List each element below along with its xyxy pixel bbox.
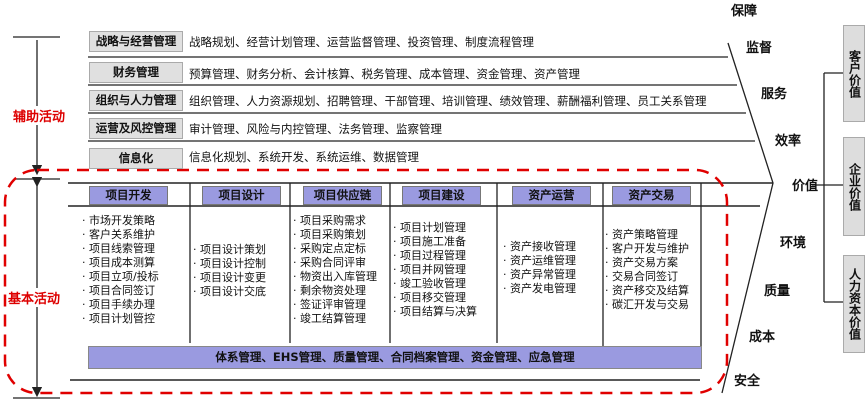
list-item: 项目施工准备 bbox=[393, 235, 477, 249]
support-label-strategy: 战略与经营管理 bbox=[89, 31, 183, 52]
support-label-risk: 运营及风控管理 bbox=[89, 118, 183, 139]
header-project-design: 项目设计 bbox=[202, 186, 281, 205]
header-project-construction: 项目建设 bbox=[402, 186, 481, 205]
value-box-human-capital: 人力资本价值 bbox=[843, 255, 865, 353]
arrow-label-efficiency: 效率 bbox=[775, 134, 802, 149]
arrow-label-environment: 环境 bbox=[780, 236, 807, 251]
list-item: 项目过程管理 bbox=[393, 249, 477, 263]
value-box-customer: 客户价值 bbox=[843, 25, 865, 122]
list-project-construction: 项目计划管理项目施工准备项目过程管理项目并网管理竣工验收管理项目移交管理项目结算… bbox=[393, 221, 477, 319]
support-text-risk: 审计管理、风险与内控管理、法务管理、监察管理 bbox=[189, 122, 442, 136]
header-project-development: 项目开发 bbox=[89, 186, 168, 205]
list-item: 项目采购策划 bbox=[293, 228, 377, 242]
support-text-strategy: 战略规划、经营计划管理、运营监督管理、投资管理、制度流程管理 bbox=[189, 35, 534, 49]
list-item: 市场开发策略 bbox=[82, 214, 159, 228]
support-label-finance: 财务管理 bbox=[89, 62, 183, 83]
arrow-label-service: 服务 bbox=[761, 87, 788, 102]
list-item: 采购定点定标 bbox=[293, 242, 377, 256]
bottom-shared-bar: 体系管理、EHS管理、质量管理、合同档案管理、资金管理、应急管理 bbox=[88, 346, 702, 369]
primary-activities-label: 基本活动 bbox=[8, 288, 61, 307]
list-item: 项目计划管控 bbox=[82, 312, 159, 326]
list-item: 剩余物资处理 bbox=[293, 284, 377, 298]
list-item: 项目成本测算 bbox=[82, 256, 159, 270]
list-item: 项目移交管理 bbox=[393, 291, 477, 305]
support-label-hr: 组织与人力管理 bbox=[89, 90, 183, 111]
list-item: 项目采购需求 bbox=[293, 214, 377, 228]
primary-activities-dashed-border bbox=[3, 168, 729, 395]
list-item: 项目设计控制 bbox=[193, 257, 266, 271]
header-project-supply-chain: 项目供应链 bbox=[303, 186, 382, 205]
list-item: 客户开发与维护 bbox=[605, 242, 689, 256]
arrow-label-supervision: 监督 bbox=[746, 41, 773, 56]
arrow-label-value: 价值 bbox=[792, 179, 819, 194]
arrow-label-cost: 成本 bbox=[749, 330, 776, 345]
list-asset-operation: 资产接收管理资产运维管理资产异常管理资产发电管理 bbox=[503, 240, 576, 296]
arrow-label-quality: 质量 bbox=[764, 284, 791, 299]
list-item: 客户关系维护 bbox=[82, 228, 159, 242]
list-project-design: 项目设计策划项目设计控制项目设计变更项目设计交底 bbox=[193, 243, 266, 299]
arrow-label-guarantee: 保障 bbox=[731, 4, 758, 19]
support-text-hr: 组织管理、人力资源规划、招聘管理、干部管理、培训管理、绩效管理、薪酬福利管理、员… bbox=[189, 94, 707, 108]
list-item: 项目设计变更 bbox=[193, 271, 266, 285]
list-item: 交易合同签订 bbox=[605, 270, 689, 284]
list-item: 资产策略管理 bbox=[605, 228, 689, 242]
list-item: 采购合同评审 bbox=[293, 256, 377, 270]
list-item: 碳汇开发与交易 bbox=[605, 298, 689, 312]
list-item: 竣工验收管理 bbox=[393, 277, 477, 291]
arrow-label-safety: 安全 bbox=[734, 374, 761, 389]
list-item: 物资出入库管理 bbox=[293, 270, 377, 284]
list-project-development: 市场开发策略客户关系维护项目线索管理项目成本测算项目立项/投标项目合同签订项目手… bbox=[82, 214, 159, 326]
list-item: 资产交易方案 bbox=[605, 256, 689, 270]
list-item: 项目计划管理 bbox=[393, 221, 477, 235]
list-item: 竣工结算管理 bbox=[293, 312, 377, 326]
support-text-it: 信息化规划、系统开发、系统运维、数据管理 bbox=[189, 150, 419, 164]
list-item: 项目设计交底 bbox=[193, 285, 266, 299]
list-item: 项目并网管理 bbox=[393, 263, 477, 277]
list-item: 项目设计策划 bbox=[193, 243, 266, 257]
support-activities-label: 辅助活动 bbox=[13, 106, 66, 125]
list-asset-trading: 资产策略管理客户开发与维护资产交易方案交易合同签订资产移交及结算碳汇开发与交易 bbox=[605, 228, 689, 312]
list-item: 签证评审管理 bbox=[293, 298, 377, 312]
list-item: 资产移交及结算 bbox=[605, 284, 689, 298]
list-item: 资产接收管理 bbox=[503, 240, 576, 254]
support-text-finance: 预算管理、财务分析、会计核算、税务管理、成本管理、资金管理、资产管理 bbox=[189, 67, 580, 81]
list-item: 资产运维管理 bbox=[503, 254, 576, 268]
value-box-enterprise: 企业价值 bbox=[843, 137, 865, 236]
list-item: 项目手续办理 bbox=[82, 298, 159, 312]
header-asset-operation: 资产运营 bbox=[512, 186, 591, 205]
list-item: 资产异常管理 bbox=[503, 268, 576, 282]
list-item: 项目合同签订 bbox=[82, 284, 159, 298]
list-item: 项目立项/投标 bbox=[82, 270, 159, 284]
support-label-it: 信息化 bbox=[89, 148, 183, 169]
header-asset-trading: 资产交易 bbox=[612, 186, 691, 205]
list-item: 资产发电管理 bbox=[503, 282, 576, 296]
list-item: 项目线索管理 bbox=[82, 242, 159, 256]
list-item: 项目结算与决算 bbox=[393, 305, 477, 319]
list-project-supply-chain: 项目采购需求项目采购策划采购定点定标采购合同评审物资出入库管理剩余物资处理签证评… bbox=[293, 214, 377, 326]
